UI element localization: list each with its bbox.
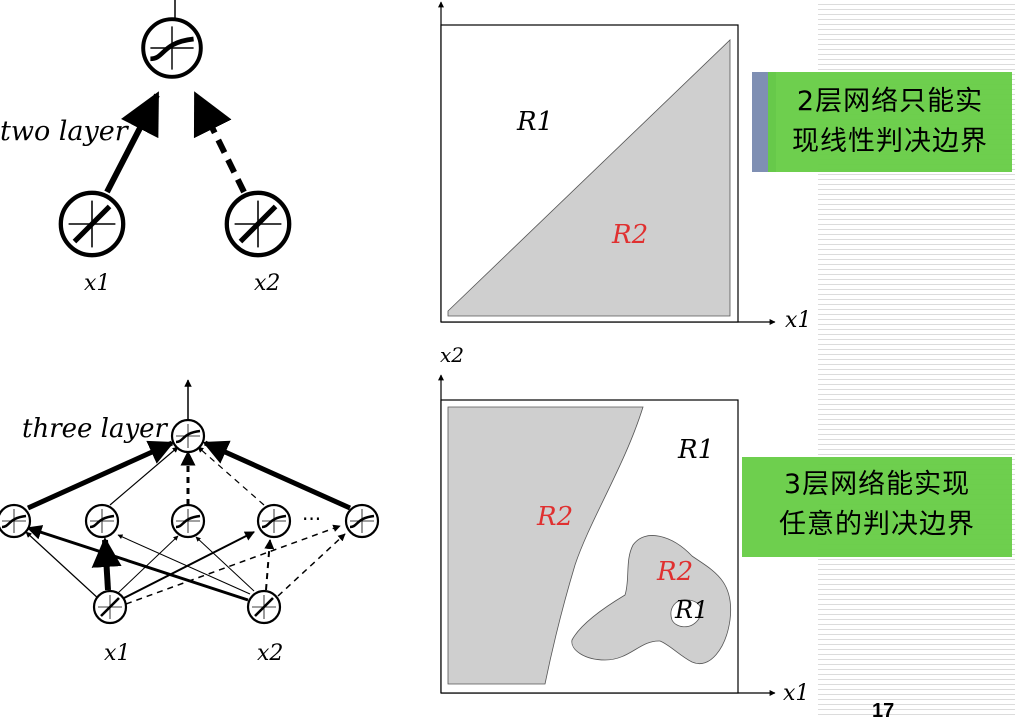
connection-x2-h2	[117, 534, 251, 595]
page-number: 17	[872, 700, 895, 722]
connection-solid	[104, 91, 160, 194]
two-layer-label: two layer	[0, 116, 130, 147]
connection-x2-h4	[264, 539, 275, 591]
three-layer-network: ··· three layer x1 x2	[0, 379, 380, 666]
region-2-left-label: R2	[536, 502, 573, 532]
arbitrary-decision-plot: x2 x1 R1 R2 R2 R1	[438, 343, 809, 706]
connection-x1-h5	[125, 524, 341, 605]
input-neuron-x2-icon	[227, 193, 289, 255]
caption-top-line2: 现线性判决边界	[792, 126, 988, 157]
region-1-hole-label: R1	[674, 596, 708, 624]
connection-x2-h5	[277, 533, 346, 597]
connection-x1-h1	[25, 531, 101, 601]
output-neuron-icon	[170, 418, 206, 454]
connection-dashed	[193, 91, 247, 194]
x-axis-label: x1	[785, 308, 811, 333]
caption-bottom-line2: 任意的判决边界	[779, 509, 975, 540]
hidden-neuron-2-icon	[84, 503, 120, 539]
region-2-blob-label: R2	[656, 557, 693, 587]
region-1-outer-label: R1	[677, 435, 714, 465]
caption-bottom-line1: 3层网络能实现	[783, 469, 971, 500]
connection-h5-out	[202, 440, 352, 511]
two-layer-network: two layer x1 x2	[0, 0, 289, 296]
caption-bottom: 3层网络能实现 任意的判决边界	[742, 457, 1012, 557]
hidden-neuron-1-icon	[0, 503, 32, 539]
region-2-left-area	[447, 406, 644, 685]
input-label-x1: x1	[84, 271, 110, 296]
hidden-neuron-3-icon	[170, 503, 206, 539]
linear-decision-plot: R1 R2 x1	[438, 1, 811, 333]
region-2-blob-area	[571, 535, 732, 664]
input-neuron-x1-icon	[92, 589, 128, 625]
input-label-x2: x2	[254, 271, 280, 296]
connection-x1-h2	[91, 537, 122, 591]
connection-h1-out	[26, 440, 175, 511]
input-neuron-x1-icon	[61, 193, 123, 255]
input-neuron-x2-icon	[246, 589, 282, 625]
caption-top: 2层网络只能实 现线性判决边界	[752, 72, 1012, 172]
three-layer-label: three layer	[22, 414, 169, 444]
caption-top-line1: 2层网络只能实	[796, 86, 984, 117]
y-axis-label: x2	[440, 343, 464, 367]
connection-x2-h3	[195, 536, 255, 592]
connection-x2-h1	[26, 525, 249, 602]
output-neuron-icon	[143, 19, 201, 77]
connection-x1-h4	[123, 531, 255, 599]
x-axis-label: x1	[783, 681, 809, 706]
region-2-label: R2	[611, 220, 648, 250]
region-1-label: R1	[516, 107, 553, 137]
connection-h4-out	[197, 446, 265, 506]
hidden-neuron-5-icon	[344, 503, 380, 539]
hidden-neuron-4-icon	[256, 503, 292, 539]
caption-top-accent	[752, 72, 768, 172]
region-2-area	[447, 39, 731, 317]
input-label-x1: x1	[104, 641, 130, 666]
connection-x1-h3	[117, 535, 179, 594]
connection-h2-out	[109, 446, 179, 506]
input-label-x2: x2	[257, 641, 283, 666]
ellipsis: ···	[302, 507, 321, 531]
